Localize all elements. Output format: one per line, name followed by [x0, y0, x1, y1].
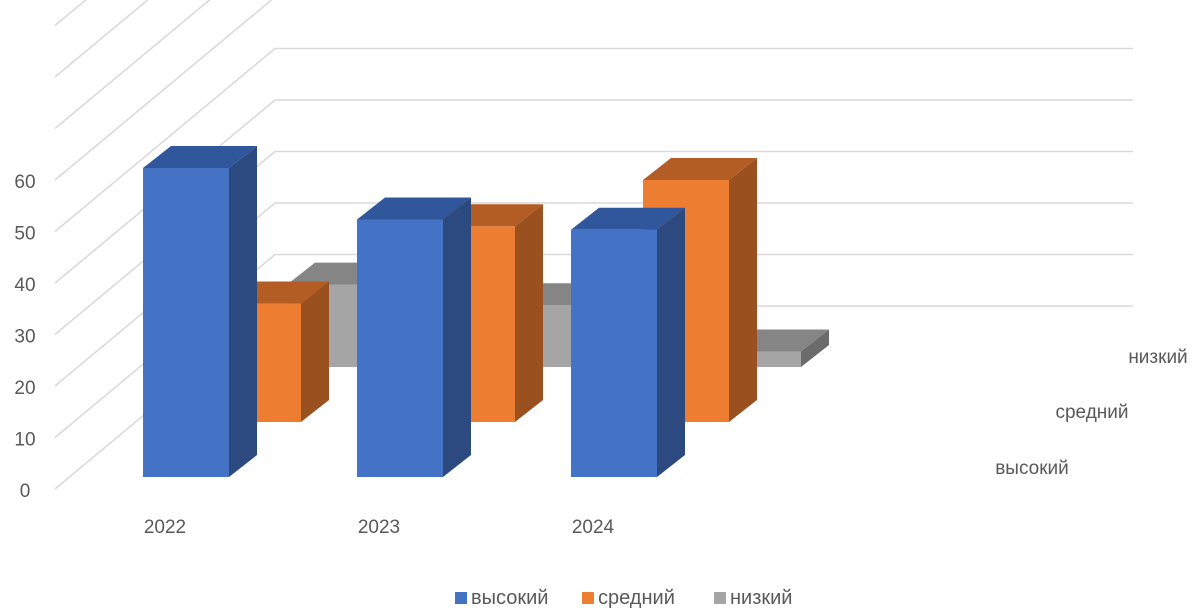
bar-side: [301, 281, 329, 422]
legend-item: низкий: [714, 587, 792, 609]
y-tick-label: 10: [14, 430, 35, 451]
bar-side: [443, 197, 471, 477]
bar: [571, 207, 685, 478]
legend-label: низкий: [730, 587, 792, 609]
grid: [54, 0, 1133, 490]
y-axis-ticks: 0 10 20 30 40 50 60: [14, 172, 35, 502]
gridline: [54, 0, 149, 78]
x-tick-label: 2022: [144, 517, 186, 538]
bar-side: [801, 329, 829, 367]
x-tick-label: 2024: [572, 517, 615, 538]
depth-axis-labels: высокий средний низкий: [995, 347, 1187, 479]
gridline: [54, 0, 273, 181]
x-axis-ticks: 2022 2023 2024: [144, 517, 615, 538]
bar-front: [571, 229, 657, 477]
bar-top: [357, 197, 471, 220]
bar-side: [729, 157, 757, 422]
legend: высокий средний низкий: [455, 587, 792, 609]
x-tick-label: 2023: [358, 517, 400, 538]
legend-swatch: [582, 592, 594, 604]
bars: [143, 146, 829, 478]
gridline: [54, 99, 1133, 284]
gridline: [54, 47, 1133, 233]
depth-axis-label: средний: [1055, 402, 1128, 423]
y-tick-label: 30: [14, 327, 35, 348]
bar-side: [515, 204, 543, 422]
legend-item: средний: [582, 587, 675, 609]
bar-top: [571, 207, 685, 230]
depth-axis-label: высокий: [995, 458, 1069, 479]
gridline: [54, 202, 1133, 387]
bar: [357, 197, 471, 477]
bar-front: [143, 168, 229, 477]
legend-label: средний: [598, 587, 675, 609]
legend-swatch: [455, 592, 467, 604]
bar-top: [143, 146, 257, 168]
gridline: [54, 253, 1133, 439]
bar-top: [643, 157, 757, 180]
y-tick-label: 60: [14, 172, 35, 193]
depth-axis-label: низкий: [1128, 347, 1187, 368]
gridline: [54, 0, 211, 130]
bar-side: [229, 146, 257, 477]
y-tick-label: 40: [14, 275, 35, 296]
gridline: [54, 0, 87, 27]
bar-side: [657, 207, 685, 478]
legend-label: высокий: [471, 587, 548, 609]
legend-swatch: [714, 592, 726, 604]
bar-front: [357, 219, 443, 477]
bar: [143, 146, 257, 477]
y-tick-label: 50: [14, 224, 35, 245]
gridline: [54, 150, 1133, 336]
legend-item: высокий: [455, 587, 548, 609]
y-tick-label: 20: [14, 378, 35, 399]
y-tick-label: 0: [20, 481, 31, 502]
